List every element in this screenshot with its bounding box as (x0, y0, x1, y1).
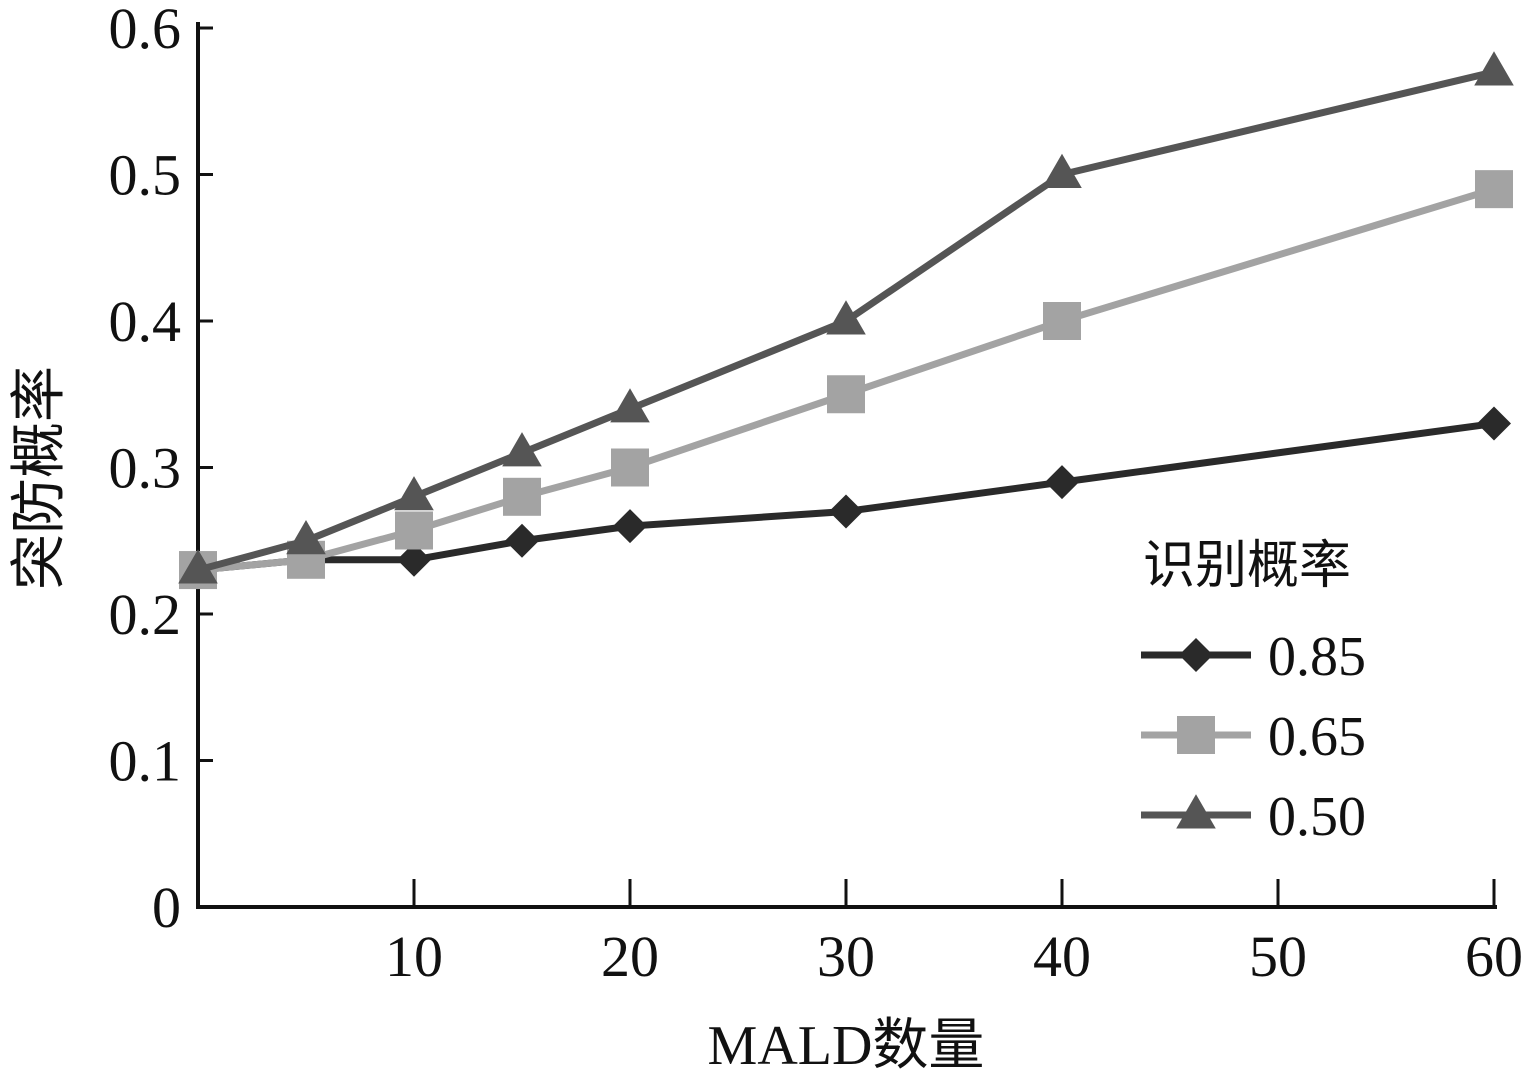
data-point (178, 549, 218, 584)
legend-item: 0.65 (1141, 706, 1366, 768)
data-point (1477, 406, 1511, 441)
legend-label: 0.50 (1268, 786, 1366, 848)
data-point (1475, 170, 1513, 209)
y-tick-label: 0.6 (109, 0, 182, 61)
y-tick-label: 0.4 (109, 289, 182, 354)
data-point (503, 477, 541, 516)
data-point (610, 388, 650, 423)
x-tick-label: 30 (817, 924, 875, 989)
data-point (1045, 465, 1079, 500)
x-tick-label: 50 (1249, 924, 1307, 989)
y-tick-label: 0 (152, 875, 181, 940)
legend-label: 0.85 (1268, 626, 1366, 688)
data-point (829, 494, 863, 529)
data-point (611, 448, 649, 487)
legend: 识别概率 0.85 0.65 0.50 (1141, 538, 1366, 848)
data-point (395, 511, 433, 550)
y-tick-label: 0.5 (109, 143, 182, 208)
legend-label: 0.65 (1268, 706, 1366, 768)
data-point (613, 509, 647, 544)
data-point (505, 523, 539, 558)
data-point (826, 300, 866, 335)
legend-marker (1179, 638, 1213, 672)
x-tick-label: 10 (385, 924, 443, 989)
data-point (286, 520, 326, 555)
data-point (1474, 51, 1514, 86)
x-tick-label: 40 (1033, 924, 1091, 989)
data-point (394, 476, 434, 511)
data-point (1042, 153, 1082, 188)
data-point (1043, 302, 1081, 340)
y-tick-label: 0.2 (109, 582, 182, 647)
series-layer (178, 51, 1514, 590)
x-ticks: 10 20 30 40 50 60 (385, 879, 1523, 989)
axes: 0 0.1 0.2 0.3 0.4 0.5 0.6 10 20 30 40 50 60 (109, 0, 1524, 989)
legend-marker (1176, 794, 1216, 829)
legend-title: 识别概率 (1143, 538, 1351, 595)
legend-item: 0.50 (1141, 786, 1366, 848)
data-point (827, 375, 865, 414)
series-0.50 (178, 51, 1514, 584)
legend-item: 0.85 (1141, 626, 1366, 688)
data-point (502, 432, 542, 467)
y-tick-label: 0.3 (109, 436, 182, 501)
x-tick-label: 20 (601, 924, 659, 989)
y-axis-title: 突防概率 (9, 366, 71, 590)
data-point (397, 542, 431, 577)
x-axis-title: MALD数量 (708, 1015, 985, 1073)
x-tick-label: 60 (1465, 924, 1523, 989)
legend-marker (1177, 716, 1215, 754)
y-ticks: 0 0.1 0.2 0.3 0.4 0.5 0.6 (109, 0, 213, 940)
series-line (197, 68, 1495, 574)
y-tick-label: 0.1 (109, 729, 182, 794)
